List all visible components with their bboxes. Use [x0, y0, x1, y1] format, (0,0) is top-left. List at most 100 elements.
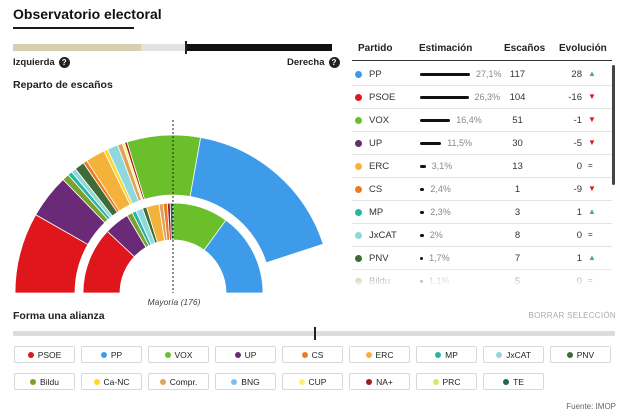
estimate-bar — [420, 234, 424, 237]
help-icon[interactable]: ? — [328, 57, 340, 68]
chip-color-dot — [496, 351, 503, 358]
seats-value: 8 — [514, 230, 521, 241]
alliance-chip-cs[interactable]: CS — [282, 346, 343, 363]
seats-value: 117 — [509, 69, 526, 80]
chip-label: UP — [244, 349, 257, 360]
results-table[interactable]: PP 27,1% 117 28 ▲ PSOE 26,3% 104 -16 ▼ VOX 16,4% 51-… — [352, 63, 612, 285]
page-title: Observatorio electoral — [13, 6, 162, 22]
ideology-segment — [185, 44, 332, 51]
alliance-chip-pp[interactable]: PP — [81, 346, 142, 363]
estimate-bar — [420, 119, 451, 122]
seats-value: 3 — [514, 207, 521, 218]
estimate-bar — [420, 257, 424, 260]
party-name: UP — [369, 138, 383, 149]
estimate-bar — [420, 165, 426, 168]
alliance-chip-psoe[interactable]: PSOE — [14, 346, 75, 363]
table-row[interactable]: MP 2,3% 3 1 ▲ — [352, 201, 612, 224]
estimate-value: 2,4% — [430, 184, 451, 194]
alliance-chip-bildu[interactable]: Bildu — [14, 373, 75, 390]
party-name: PNV — [369, 253, 389, 264]
estimate-value: 2% — [429, 230, 443, 240]
table-fade — [352, 265, 612, 285]
party-color-dot — [355, 71, 362, 78]
chip-label: CUP — [308, 376, 327, 387]
alliance-chip-up[interactable]: UP — [215, 346, 276, 363]
party-name: ERC — [369, 161, 390, 172]
estimate-value: 2,3% — [430, 207, 451, 217]
table-row[interactable]: UP 11,5% 30 -5 ▼ — [352, 132, 612, 155]
ideology-right-label: Derecha — [287, 57, 325, 68]
alliance-chip-jxcat[interactable]: JxCAT — [483, 346, 544, 363]
estimate-value: 16,4% — [456, 115, 482, 125]
alliance-chip-vox[interactable]: VOX — [148, 346, 209, 363]
estimate-value: 27,1% — [476, 69, 502, 79]
chip-label: NA+ — [376, 376, 393, 387]
evolution-value: -1 — [573, 115, 582, 126]
alliance-chip-te[interactable]: TE — [483, 373, 544, 390]
equals-icon: = — [588, 230, 593, 239]
party-color-dot — [355, 255, 362, 262]
evolution-value: 1 — [576, 253, 582, 264]
alliance-title: Forma una alianza — [13, 310, 105, 322]
seat-segment-pp[interactable] — [189, 136, 324, 264]
table-row[interactable]: PP 27,1% 117 28 ▲ — [352, 63, 612, 86]
alliance-majority-marker — [314, 327, 316, 340]
table-row[interactable]: VOX 16,4% 51 -1 ▼ — [352, 109, 612, 132]
chip-color-dot — [159, 378, 166, 385]
majority-label: Mayoría (176) — [147, 297, 201, 307]
alliance-chip-prc[interactable]: PRC — [416, 373, 477, 390]
estimate-value: 3,1% — [431, 161, 453, 171]
equals-icon: = — [588, 161, 593, 170]
triangle-up-icon: ▲ — [588, 207, 596, 216]
table-row[interactable]: JxCAT 2% 8 0 = — [352, 224, 612, 247]
chip-color-dot — [231, 378, 238, 385]
party-color-dot — [355, 117, 362, 124]
alliance-chip-na[interactable]: NA+ — [349, 373, 410, 390]
table-scrollbar[interactable] — [612, 65, 615, 185]
party-color-dot — [355, 163, 362, 170]
party-color-dot — [355, 186, 362, 193]
chip-color-dot — [30, 378, 37, 385]
evolution-value: -5 — [573, 138, 582, 149]
ideology-segment — [140, 44, 186, 51]
party-name: PSOE — [369, 92, 396, 103]
alliance-chip-mp[interactable]: MP — [416, 346, 477, 363]
table-row[interactable]: PSOE 26,3% 104 -16 ▼ — [352, 86, 612, 109]
chip-color-dot — [503, 378, 510, 385]
table-row[interactable]: CS 2,4% 1 -9 ▼ — [352, 178, 612, 201]
alliance-chip-bng[interactable]: BNG — [215, 373, 276, 390]
title-underline — [13, 27, 134, 29]
chip-label: PP — [110, 349, 123, 360]
clear-selection-button[interactable]: BORRAR SELECCIÓN — [528, 311, 616, 320]
seats-value: 104 — [509, 92, 526, 103]
seat-segment-pp[interactable] — [203, 219, 264, 294]
col-evolution: Evolución — [559, 43, 607, 54]
triangle-down-icon: ▼ — [588, 92, 596, 101]
chip-color-dot — [164, 351, 171, 358]
seats-value: 1 — [514, 184, 521, 195]
alliance-chip-canc[interactable]: Ca-NC — [81, 373, 142, 390]
source-label: Fuente: IMOP — [566, 402, 616, 411]
party-name: PP — [369, 69, 382, 80]
chip-label: PRC — [442, 376, 461, 387]
party-name: MP — [369, 207, 384, 218]
evolution-value: 1 — [576, 207, 582, 218]
evolution-value: 0 — [576, 161, 582, 172]
chip-label: CS — [311, 349, 324, 360]
col-party: Partido — [358, 43, 393, 54]
help-icon[interactable]: ? — [58, 57, 70, 68]
alliance-chip-pnv[interactable]: PNV — [550, 346, 611, 363]
seats-value: 51 — [512, 115, 523, 126]
chip-label: VOX — [174, 349, 193, 360]
ideology-marker — [185, 41, 187, 54]
chip-label: TE — [513, 376, 524, 387]
chip-color-dot — [366, 378, 373, 385]
ideology-left: Izquierda ? — [13, 57, 70, 68]
alliance-chip-erc[interactable]: ERC — [349, 346, 410, 363]
estimate-value: 1,7% — [429, 253, 450, 263]
chip-label: PNV — [576, 349, 595, 360]
alliance-chip-compr[interactable]: Compr. — [148, 373, 209, 390]
table-row[interactable]: ERC 3,1% 13 0 = — [352, 155, 612, 178]
chip-label: Bildu — [40, 376, 59, 387]
alliance-chip-cup[interactable]: CUP — [282, 373, 343, 390]
